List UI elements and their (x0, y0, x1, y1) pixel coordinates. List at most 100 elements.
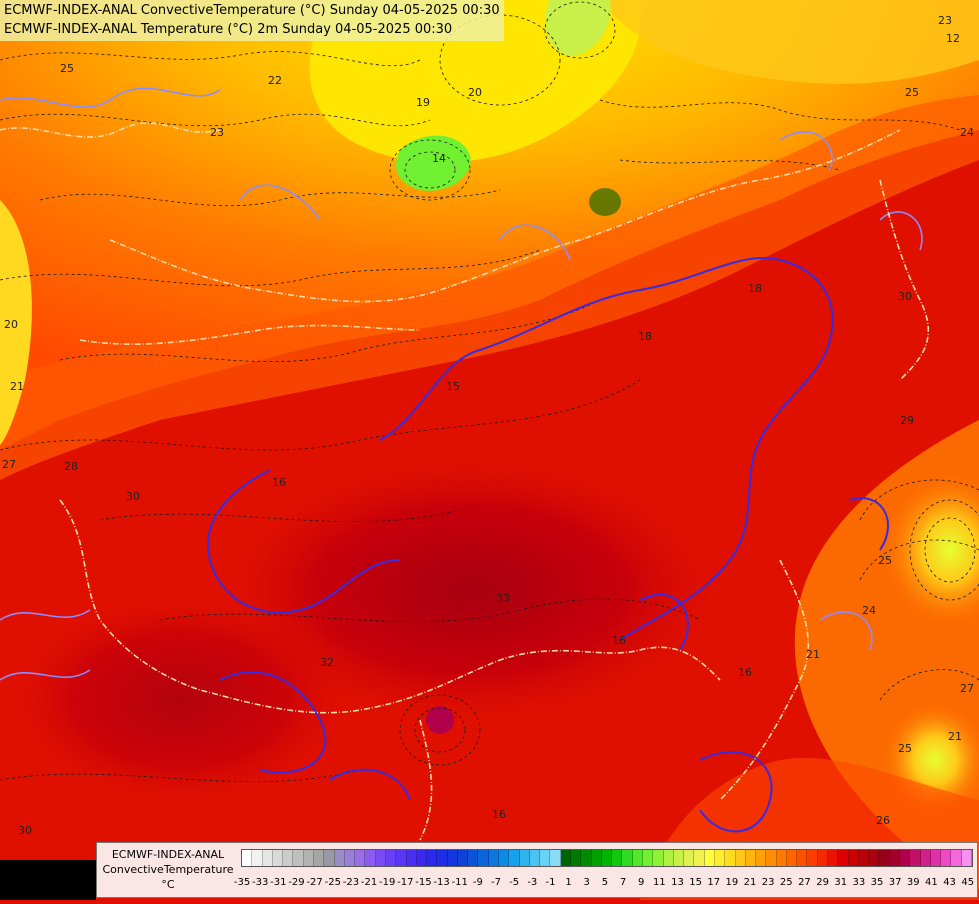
map-title-box: ECMWF-INDEX-ANAL ConvectiveTemperature (… (0, 0, 504, 41)
legend-color-cell (499, 850, 510, 866)
legend-color-cell (910, 850, 921, 866)
contour-label: 21 (806, 648, 820, 661)
legend-tick-label: -27 (306, 877, 323, 888)
title-line-2: ECMWF-INDEX-ANAL Temperature (°C) 2m Sun… (4, 22, 453, 37)
legend-tick-label: 19 (725, 877, 739, 888)
contour-label: 30 (126, 490, 140, 503)
legend-tick-label: -15 (415, 877, 432, 888)
legend-color-cell (478, 850, 489, 866)
legend-color-cell (797, 850, 808, 866)
legend-tick-label: 15 (689, 877, 702, 888)
legend-color-cell (385, 850, 397, 866)
contour-label: 30 (18, 824, 32, 837)
legend-tick-label: -21 (360, 877, 378, 888)
legend-color-cell (324, 850, 335, 866)
legend-color-cell (560, 850, 571, 866)
legend-color-cell (457, 850, 469, 866)
legend-color-cell (550, 850, 561, 866)
legend-color-cell (272, 850, 284, 866)
legend-color-cell (745, 850, 757, 866)
legend-color-cell (375, 850, 386, 866)
legend-color-bar (241, 849, 973, 867)
legend-color-cell (704, 850, 715, 866)
legend-color-cell (653, 850, 664, 866)
legend-color-cell (540, 850, 551, 866)
legend-color-cell (725, 850, 736, 866)
contour-label: 21 (948, 730, 962, 743)
legend-color-cell (581, 850, 592, 866)
legend-tick-label: -35 (233, 877, 251, 888)
contour-label: 20 (468, 86, 482, 99)
legend-tick-label: 3 (583, 877, 590, 888)
legend-tick-label: -5 (509, 877, 520, 888)
legend-color-cell (663, 850, 674, 866)
legend-tick-label: 25 (779, 877, 793, 888)
legend-color-cell (714, 850, 726, 866)
contour-label: 33 (496, 592, 510, 605)
legend-tick-label: 21 (743, 877, 757, 888)
contour-label: 23 (938, 14, 952, 27)
legend-color-cell (571, 850, 582, 866)
contour-label: 16 (492, 808, 506, 821)
contour-label: 18 (638, 330, 652, 343)
contour-label: 27 (2, 458, 16, 471)
contour-label: 16 (272, 476, 286, 489)
legend-color-cell (622, 850, 633, 866)
legend-tick-label: -19 (379, 877, 396, 888)
legend-tick-label: 39 (906, 877, 920, 888)
contour-label: 18 (748, 282, 762, 295)
contour-label: 20 (4, 318, 18, 331)
legend-tick-label: -33 (252, 877, 269, 888)
legend-tick-label: -1 (545, 877, 556, 888)
legend-tick-label: 41 (925, 877, 938, 888)
legend-color-cell (344, 850, 356, 866)
legend-color-cell (591, 850, 602, 866)
legend-color-cell (766, 850, 777, 866)
legend-tick-label: 45 (961, 877, 975, 888)
legend-color-cell (828, 850, 839, 866)
legend-color-cell (858, 850, 870, 866)
legend-tick-label: -7 (491, 877, 502, 888)
orange-band (0, 95, 979, 480)
contour-label: 21 (10, 380, 24, 393)
contour-label: 19 (416, 96, 430, 109)
legend-tick-label: 17 (707, 877, 721, 888)
legend-color-cell (334, 850, 345, 866)
legend-color-cell (673, 850, 685, 866)
contour-label: 25 (878, 554, 892, 567)
legend-title-line-3: °C (161, 878, 175, 891)
legend-tick-label: 29 (816, 877, 829, 888)
legend-tick-label: 5 (601, 877, 609, 888)
legend-tick-label: 37 (888, 877, 902, 888)
contour-label: 26 (876, 814, 890, 827)
legend-tick-label: -23 (342, 877, 360, 888)
legend-tick-label: 1 (565, 877, 572, 888)
legend-color-cell (252, 850, 263, 866)
contour-label: 29 (900, 414, 914, 427)
legend-color-cell (642, 850, 654, 866)
legend-color-cell (632, 850, 643, 866)
legend-color-cell (262, 850, 273, 866)
legend-tick-label: -31 (270, 877, 287, 888)
legend-color-cell (756, 850, 767, 866)
west-yellow (0, 200, 32, 445)
legend-tick-label: 7 (619, 877, 627, 888)
isotherm-lines-light (0, 87, 923, 681)
legend-tick-label: -29 (288, 877, 305, 888)
legend-color-cell (283, 850, 294, 866)
legend-title-line-1: ECMWF-INDEX-ANAL (111, 848, 225, 861)
isotherm-lines (207, 257, 890, 833)
legend-color-cell (416, 850, 428, 866)
hot-spot (426, 706, 454, 734)
contour-label: 28 (64, 460, 78, 473)
legend-color-cell (869, 850, 880, 866)
legend-tick-label: 35 (870, 877, 884, 888)
contour-label: 27 (960, 682, 974, 695)
contour-label: 12 (946, 32, 960, 45)
legend-color-cell (242, 850, 253, 866)
legend-color-cell (303, 850, 314, 866)
legend-color-cell (365, 850, 376, 866)
east-yellow (880, 470, 979, 630)
